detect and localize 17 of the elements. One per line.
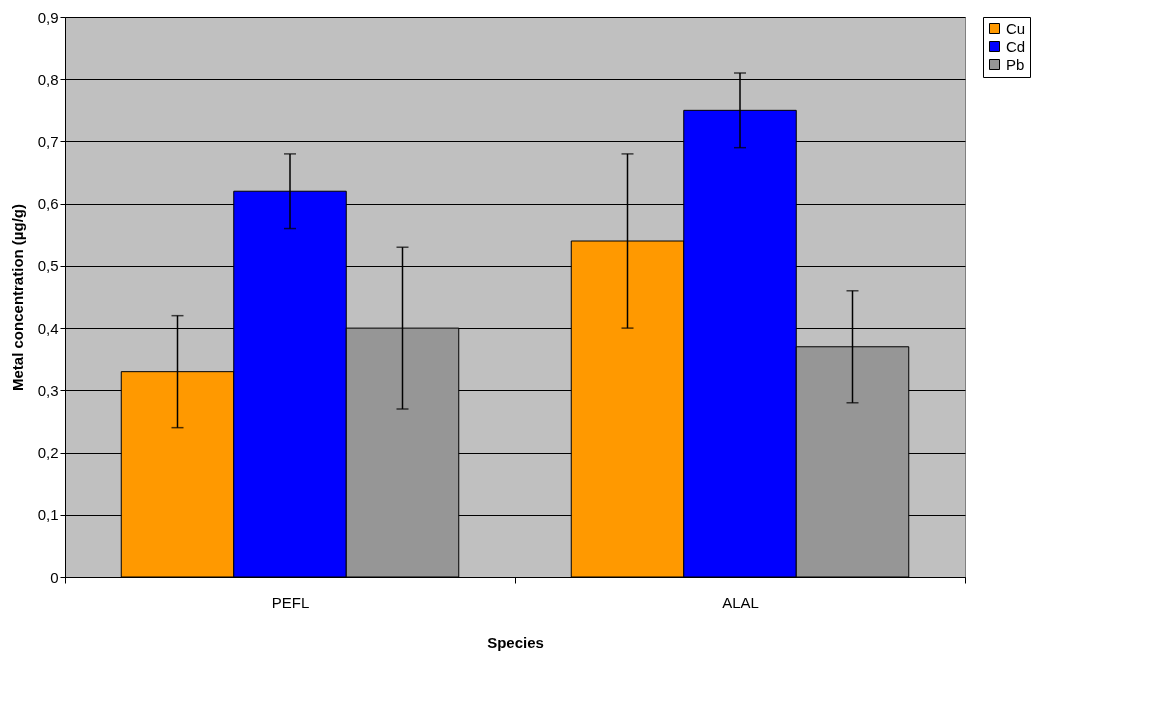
y-tick-label: 0,3 [37, 381, 59, 399]
legend-label: Cd [1006, 37, 1026, 55]
legend-label: Cu [1006, 19, 1026, 37]
y-tick-label: 0,7 [37, 132, 59, 150]
x-tick-label: ALAL [722, 593, 759, 611]
legend-label: Pb [1006, 55, 1025, 73]
y-tick-label: 0,2 [37, 444, 59, 462]
y-tick-label: 0 [50, 568, 59, 586]
y-tick-label: 0,5 [37, 257, 59, 275]
y-tick-label: 0,1 [37, 506, 59, 524]
y-tick-label: 0,6 [37, 195, 59, 213]
x-axis-title: Species [487, 633, 544, 651]
y-axis-title: Metal concentration (µg/g) [8, 204, 26, 391]
y-tick-label: 0,9 [37, 8, 59, 26]
y-tick-label: 0,8 [37, 70, 59, 88]
x-tick-label: PEFL [271, 593, 310, 611]
y-tick-label: 0,4 [37, 319, 59, 337]
